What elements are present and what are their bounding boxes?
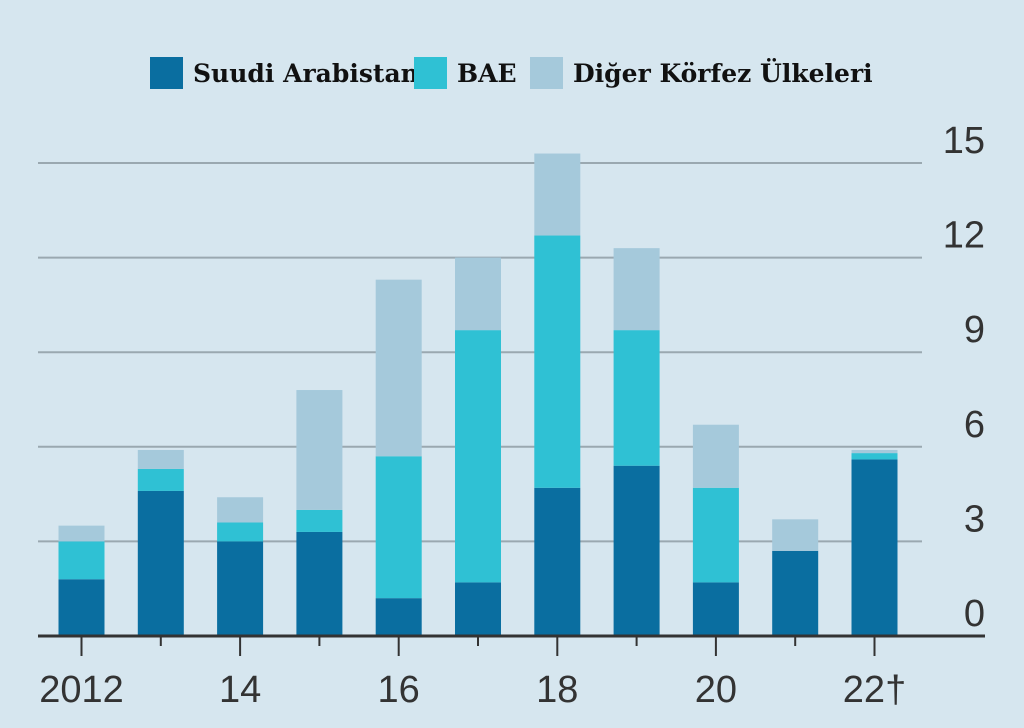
bars <box>58 153 898 636</box>
x-axis: 2012 14 16 18 20 22† <box>38 634 985 711</box>
bar-segment <box>137 449 184 469</box>
bar-segment <box>772 519 819 551</box>
bar-segment <box>217 522 264 542</box>
bar-segment <box>217 497 264 523</box>
bar-stack <box>455 257 501 636</box>
y-tick-label: 9 <box>964 309 985 351</box>
bar-segment <box>375 598 422 636</box>
bar-segment <box>455 330 501 583</box>
bar-segment <box>217 541 264 636</box>
bar-segment <box>613 248 660 331</box>
bar-segment <box>772 550 819 636</box>
bar-stack <box>534 153 581 636</box>
bar-segment <box>58 541 105 580</box>
bar-segment <box>534 487 581 636</box>
bar-stack <box>692 424 739 636</box>
bar-stack <box>137 449 184 636</box>
bar-segment <box>455 257 501 331</box>
legend-label: Diğer Körfez Ülkeleri <box>573 59 873 88</box>
x-tick-label: 22† <box>843 669 906 711</box>
bar-stack <box>217 497 264 636</box>
bar-segment <box>851 453 898 460</box>
bar-segment <box>137 490 184 636</box>
x-tick-label: 18 <box>536 669 578 711</box>
y-tick-label: 6 <box>964 404 985 446</box>
bar-segment <box>692 424 739 488</box>
x-tick-label: 14 <box>219 669 261 711</box>
y-tick-label: 3 <box>964 498 985 540</box>
y-tick-label: 15 <box>943 120 985 162</box>
x-tick-label: 20 <box>695 669 737 711</box>
legend-item: BAE <box>414 57 517 89</box>
bar-segment <box>296 390 343 510</box>
bar-segment <box>455 582 501 636</box>
bar-stack <box>613 248 660 636</box>
bar-segment <box>58 579 105 636</box>
bar-segment <box>375 456 422 599</box>
bar-segment <box>851 449 898 454</box>
bar-stack <box>58 525 105 636</box>
bar-segment <box>692 582 739 636</box>
legend: Suudi Arabistan BAE Diğer Körfez Ülkeleri <box>150 57 873 89</box>
bar-segment <box>296 509 343 532</box>
x-tick-label: 2012 <box>39 669 124 711</box>
y-axis-tick-labels: 0 3 6 9 12 15 <box>943 120 985 635</box>
bar-stack <box>772 519 819 636</box>
bar-segment <box>534 153 581 236</box>
bar-segment <box>58 525 105 542</box>
legend-label: Suudi Arabistan <box>193 59 419 88</box>
legend-swatch <box>414 57 447 89</box>
legend-label: BAE <box>457 59 517 88</box>
x-tick-label: 16 <box>378 669 420 711</box>
y-tick-label: 0 <box>964 593 985 635</box>
bar-segment <box>613 465 660 636</box>
bar-stack <box>375 279 422 636</box>
bar-segment <box>137 468 184 491</box>
bar-stack <box>851 449 898 636</box>
legend-swatch <box>150 57 183 89</box>
legend-item: Suudi Arabistan <box>150 57 419 89</box>
bar-stack <box>296 390 343 636</box>
bar-segment <box>692 487 739 583</box>
bar-segment <box>296 531 343 636</box>
bar-segment <box>534 235 581 488</box>
bar-segment <box>613 330 660 466</box>
y-tick-label: 12 <box>943 215 985 257</box>
bar-segment <box>375 279 422 457</box>
bar-segment <box>851 459 898 636</box>
legend-item: Diğer Körfez Ülkeleri <box>530 57 873 89</box>
legend-swatch <box>530 57 563 89</box>
